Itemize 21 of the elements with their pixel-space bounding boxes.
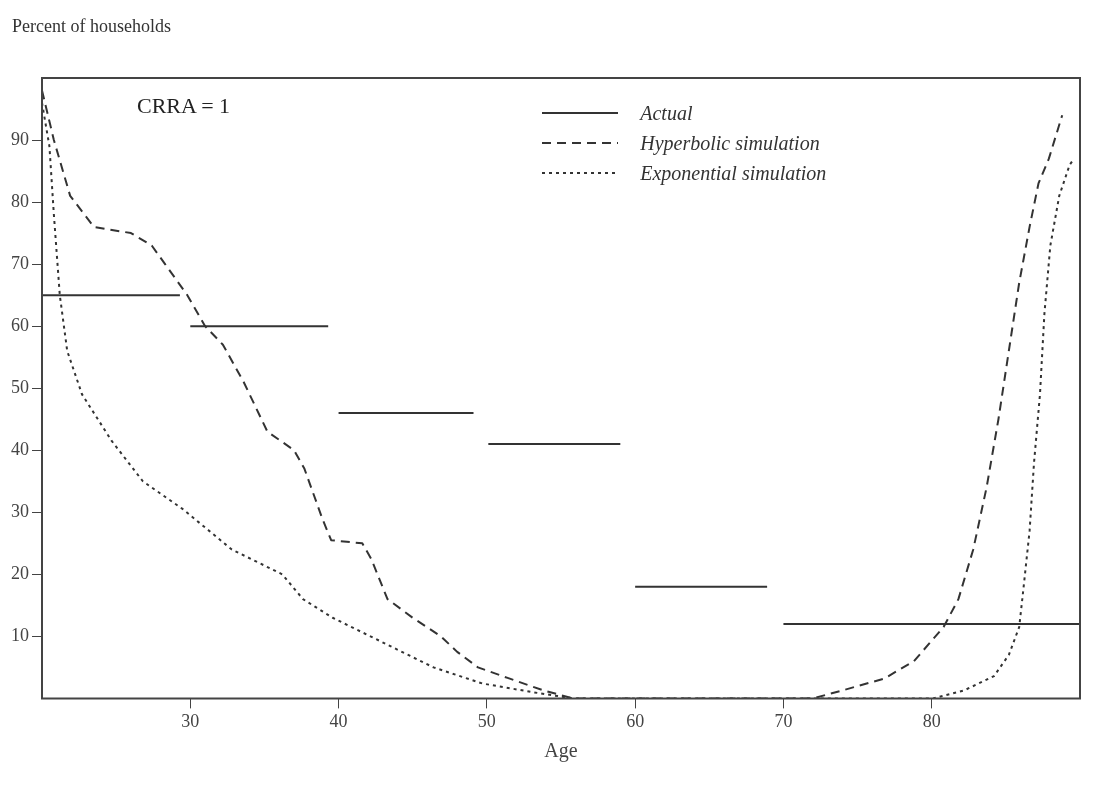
x-tick-label: 40 [329, 710, 348, 731]
y-tick-label: 10 [11, 625, 29, 646]
y-tick-label: 70 [11, 252, 29, 273]
x-tick-label: 70 [774, 710, 793, 731]
y-tick-label: 90 [11, 128, 29, 149]
y-tick-label: 30 [11, 501, 29, 522]
y-tick-label: 40 [11, 438, 29, 459]
legend-label: Exponential simulation [640, 161, 827, 185]
legend-label: Actual [640, 101, 693, 125]
x-tick-label: 60 [626, 710, 645, 731]
y-tick-label: 80 [11, 190, 29, 211]
y-axis-title: Percent of households [12, 16, 171, 37]
x-axis-title: Age [544, 739, 578, 763]
x-tick-label: 80 [922, 710, 941, 731]
y-tick-label: 20 [11, 563, 29, 584]
y-tick-label: 50 [11, 376, 29, 397]
x-tick-label: 50 [477, 710, 496, 731]
legend-label: Hyperbolic simulation [640, 131, 820, 155]
y-tick-label: 60 [11, 314, 29, 335]
x-tick-label: 30 [181, 710, 200, 731]
annotation: CRRA = 1 [137, 92, 231, 118]
